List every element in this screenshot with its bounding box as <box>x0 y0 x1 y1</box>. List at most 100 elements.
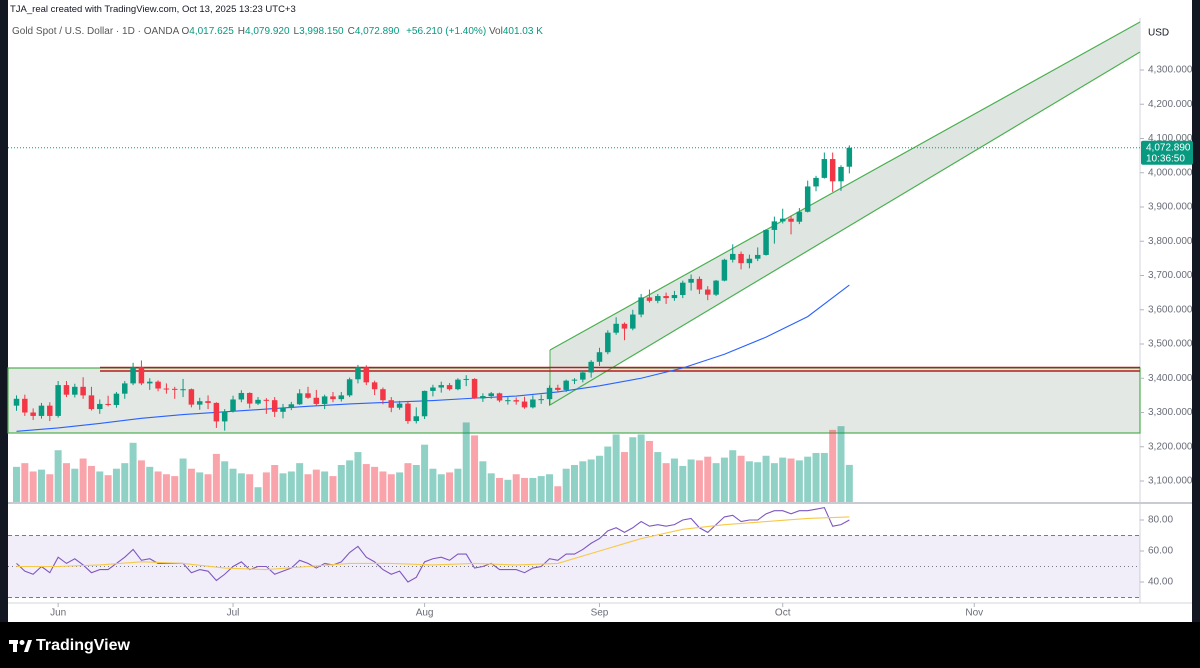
candle-body <box>171 388 178 390</box>
candle-body <box>754 254 761 259</box>
candle-body <box>580 372 586 380</box>
candle-body <box>413 416 420 422</box>
candle-body <box>513 400 519 402</box>
volume-bar <box>121 463 129 502</box>
currency-label: USD <box>1148 28 1169 39</box>
volume-bar <box>246 474 254 502</box>
candle-body <box>671 295 678 299</box>
candle-body <box>421 390 428 417</box>
volume-bar <box>71 468 79 502</box>
candle-body <box>696 278 703 290</box>
candle-body <box>196 401 203 405</box>
candle-body <box>680 282 686 296</box>
volume-bar <box>287 471 295 502</box>
candle-body <box>555 387 561 390</box>
candle-body <box>563 380 569 390</box>
candle-body <box>829 159 836 182</box>
candle-body <box>221 411 228 422</box>
volume-bar <box>546 474 554 502</box>
candle-body <box>313 397 320 404</box>
candle-body <box>246 392 253 404</box>
last-price-box <box>1141 140 1193 165</box>
candle-body <box>813 177 819 187</box>
volume-bar <box>212 453 220 502</box>
logo <box>9 640 32 652</box>
volume-bar <box>712 463 720 502</box>
candle-body <box>105 403 111 405</box>
candle-body <box>80 386 86 396</box>
candle-body <box>613 323 619 333</box>
y-tick-label: 3,200.000 <box>1148 441 1193 452</box>
y-tick-label: 3,500.000 <box>1148 339 1193 350</box>
candle-body <box>463 378 469 380</box>
volume-bar <box>204 474 212 502</box>
candle-body <box>321 396 328 404</box>
candle-body <box>47 405 53 416</box>
candle-body <box>796 211 803 222</box>
volume-bar <box>687 459 695 502</box>
volume-bar <box>29 471 37 502</box>
candle-body <box>705 289 711 295</box>
candle-body <box>480 396 486 399</box>
candle-body <box>455 379 461 390</box>
volume-bar <box>704 456 712 502</box>
candle-body <box>363 367 370 383</box>
volume-bar <box>237 473 245 502</box>
volume-bar <box>612 434 620 502</box>
volume-bar <box>12 466 20 502</box>
rsi-tick-label: 80.00 <box>1148 515 1173 526</box>
candle-body <box>571 379 578 381</box>
brand: TradingView <box>36 637 131 654</box>
rsi-tick-label: 60.00 <box>1148 546 1173 557</box>
candle-body <box>163 388 170 390</box>
candle-body <box>746 258 753 264</box>
candle-body <box>113 393 120 405</box>
volume-bar <box>437 474 445 502</box>
volume-bar <box>754 462 762 502</box>
volume-bar <box>371 466 379 502</box>
volume-bar <box>637 434 645 502</box>
volume-bar <box>595 455 603 502</box>
volume-bar <box>620 452 628 502</box>
volume-bar <box>629 437 637 502</box>
channel-fill <box>550 22 1140 405</box>
volume-bar <box>604 446 612 502</box>
volume-bar <box>804 456 812 502</box>
y-tick-label: 3,700.000 <box>1148 270 1193 281</box>
x-tick-label: Aug <box>416 608 434 619</box>
candle-body <box>538 399 544 401</box>
candle-body <box>655 296 661 301</box>
ohlc-value: 3,998.150 <box>299 26 344 37</box>
volume-bar <box>96 471 104 502</box>
volume-bar <box>770 463 778 502</box>
volume-bar <box>587 459 595 502</box>
candle-body <box>380 389 386 401</box>
candle-body <box>288 404 295 409</box>
candle-body <box>388 400 395 408</box>
candle-body <box>588 361 594 373</box>
candle-body <box>263 399 270 401</box>
volume-bar <box>396 472 404 502</box>
volume-bar <box>421 444 429 502</box>
volume-bar <box>321 471 329 502</box>
volume-bar <box>762 455 770 502</box>
ohlc-value: 4,072.890 <box>354 26 400 37</box>
candle-body <box>721 259 728 281</box>
volume-bar <box>537 476 545 502</box>
ohlc-label: L <box>293 26 300 37</box>
volume-bar <box>429 468 437 502</box>
y-tick-label: 4,000.000 <box>1148 167 1193 178</box>
candle-body <box>530 399 536 408</box>
candle-body <box>430 387 436 391</box>
candle-body <box>180 389 186 391</box>
volume-bar <box>745 461 753 502</box>
volume-bar <box>579 461 587 502</box>
volume-bar <box>812 452 820 502</box>
volume-bar <box>829 429 837 502</box>
volume-bar <box>221 461 229 502</box>
volume-bar <box>837 426 845 502</box>
volume-bar <box>695 460 703 502</box>
volume-bar <box>271 465 279 502</box>
candle-body <box>471 378 478 399</box>
